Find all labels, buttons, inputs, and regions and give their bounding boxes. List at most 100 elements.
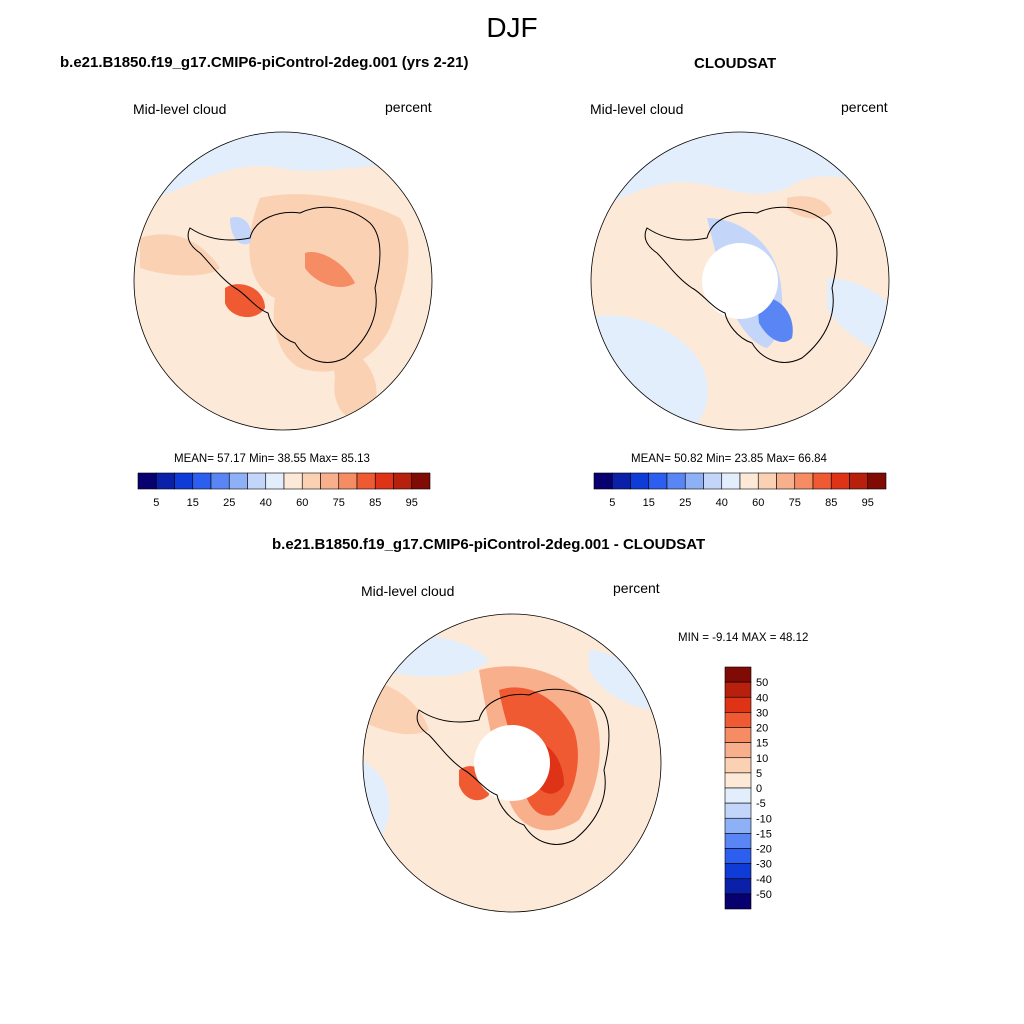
panel3-title: b.e21.B1850.f19_g17.CMIP6-piControl-2deg… <box>272 536 706 553</box>
panel1-title: b.e21.B1850.f19_g17.CMIP6-piControl-2deg… <box>60 54 469 71</box>
panel1-colorbar-tick-label: 85 <box>369 497 381 509</box>
panel2-right-label: percent <box>841 99 888 115</box>
panel3-colorbar-swatch <box>724 727 752 743</box>
panel2-colorbar-swatch <box>757 472 777 490</box>
panel3-colorbar-swatch <box>724 802 752 819</box>
panel2-colorbar-swatch <box>776 472 796 490</box>
panel1-blue-patch <box>230 217 252 245</box>
panel2-missing-data-hole <box>702 243 778 319</box>
season-title: DJF <box>486 12 538 43</box>
panel1-colorbar-swatch <box>374 472 394 490</box>
panel3-colorbar-tick-label: -15 <box>756 828 772 840</box>
panel2-colorbar-tick-label: 85 <box>825 497 837 509</box>
panel1-colorbar-swatch <box>174 472 194 490</box>
panel1-left-label: Mid-level cloud <box>133 101 227 117</box>
panel3-colorbar-swatch <box>724 681 752 698</box>
panel3-right-label: percent <box>613 580 660 596</box>
panel1-colorbar-swatch <box>265 472 285 490</box>
panel2-colorbar-swatch <box>703 472 723 490</box>
panel1-colorbar-swatch <box>411 472 431 490</box>
panel2-colorbar-swatch <box>849 472 869 490</box>
panel3-map-border <box>362 613 662 913</box>
panel1-south-field <box>330 338 377 421</box>
panel1-colorbar-tick-label: 60 <box>296 497 308 509</box>
panel3-colorbar-tick-label: -50 <box>756 889 772 901</box>
panel3-colorbar-tick-label: 40 <box>756 692 768 704</box>
panel1-map-border <box>133 131 433 431</box>
panel1-peninsula-field <box>140 234 220 276</box>
panel1-coastline <box>187 206 381 363</box>
panel3-colorbar-swatch <box>724 833 752 849</box>
panel1-colorbar-swatch <box>228 472 248 490</box>
panel2-coastline <box>644 206 838 363</box>
panel3-colorbar-tick-label: -5 <box>756 798 766 810</box>
panel3-colorbar-swatch <box>724 757 752 774</box>
panel3-colorbar-swatch <box>724 817 752 834</box>
panel1-colorbar-swatch <box>210 472 230 490</box>
panel1-colorbar-swatch <box>301 472 321 490</box>
panel2-colorbar-swatch <box>611 472 631 490</box>
panel1-stats: MEAN= 57.17 Min= 38.55 Max= 85.13 <box>174 453 370 465</box>
panel2-colorbar-swatch <box>812 472 832 490</box>
panel1-colorbar-swatch <box>192 472 212 490</box>
panel2-stats: MEAN= 50.82 Min= 23.85 Max= 66.84 <box>631 453 827 465</box>
panel3-stats: MIN = -9.14 MAX = 48.12 <box>678 632 809 644</box>
panel2-colorbar-tick-label: 40 <box>716 497 728 509</box>
panel3-colorbar-swatch <box>724 696 752 713</box>
panel3-missing-data-hole <box>474 725 550 801</box>
panel2-colorbar-swatch <box>830 472 850 490</box>
panel3-colorbar-swatch <box>724 742 752 759</box>
panel3-colorbar-tick-label: 20 <box>756 723 768 735</box>
panel2-colorbar-tick-label: 95 <box>862 497 874 509</box>
panel1-colorbar-swatch <box>356 472 376 490</box>
panel1-colorbar: 5 15 25 40 60 75 85 95 <box>137 472 431 509</box>
panel3-map <box>362 613 662 913</box>
panel1-right-label: percent <box>385 99 432 115</box>
panel1-colorbar-swatch <box>320 472 340 490</box>
panel1-colorbar-swatch <box>247 472 267 490</box>
panel1-colorbar-tick-label: 75 <box>333 497 345 509</box>
panel3-colorbar-tick-label: 0 <box>756 783 762 795</box>
panel2-colorbar-swatch <box>630 472 650 490</box>
panel2-colorbar-swatch <box>739 472 759 490</box>
panel2-left-label: Mid-level cloud <box>590 101 684 117</box>
panel2-colorbar-swatch <box>684 472 704 490</box>
panel1-colorbar-swatch <box>393 472 413 490</box>
panel3-colorbar-tick-label: 50 <box>756 677 768 689</box>
panel1-colorbar-tick-label: 95 <box>406 497 418 509</box>
panel1-colorbar-swatch <box>338 472 358 490</box>
panel3-colorbar-swatch <box>724 893 752 910</box>
panel3-colorbar-tick-label: -40 <box>756 874 772 886</box>
panel3-colorbar-tick-label: -30 <box>756 859 772 871</box>
panel2-colorbar-tick-label: 25 <box>679 497 691 509</box>
panel3-colorbar-swatch <box>724 787 752 804</box>
panel3-colorbar-swatch <box>724 712 752 728</box>
panel2-colorbar-tick-label: 75 <box>789 497 801 509</box>
panel2-colorbar-swatch <box>794 472 814 490</box>
panel2-map-border <box>590 131 890 431</box>
panel3-colorbar-swatch <box>724 848 752 864</box>
panel3-left-label: Mid-level cloud <box>361 583 455 599</box>
panel1-colorbar-tick-label: 15 <box>187 497 199 509</box>
panel3-blue-patch-3 <box>589 650 659 710</box>
panel1-colorbar-tick-label: 5 <box>153 497 159 509</box>
panel1-hotspot-1 <box>305 252 355 288</box>
panel2-colorbar-tick-label: 15 <box>643 497 655 509</box>
panel3-colorbar-tick-label: 5 <box>756 768 762 780</box>
panel2-colorbar-tick-label: 60 <box>752 497 764 509</box>
panel2-colorbar-swatch <box>867 472 887 490</box>
panel1-colorbar-tick-label: 40 <box>260 497 272 509</box>
panel1-colorbar-swatch <box>137 472 157 490</box>
panel2-colorbar-swatch <box>666 472 686 490</box>
panel3-colorbar-tick-label: 30 <box>756 707 768 719</box>
panel2-title: CLOUDSAT <box>694 55 777 72</box>
panel3-colorbar-tick-label: 10 <box>756 753 768 765</box>
panel1-colorbar-swatch <box>283 472 303 490</box>
panel3-colorbar-swatch <box>724 863 752 880</box>
panel2-colorbar-tick-label: 5 <box>609 497 615 509</box>
panel1-colorbar-tick-label: 25 <box>223 497 235 509</box>
panel3-coastline <box>416 688 610 845</box>
panel1-hotspot-2 <box>225 284 265 318</box>
panel3-colorbar-swatch <box>724 772 752 789</box>
